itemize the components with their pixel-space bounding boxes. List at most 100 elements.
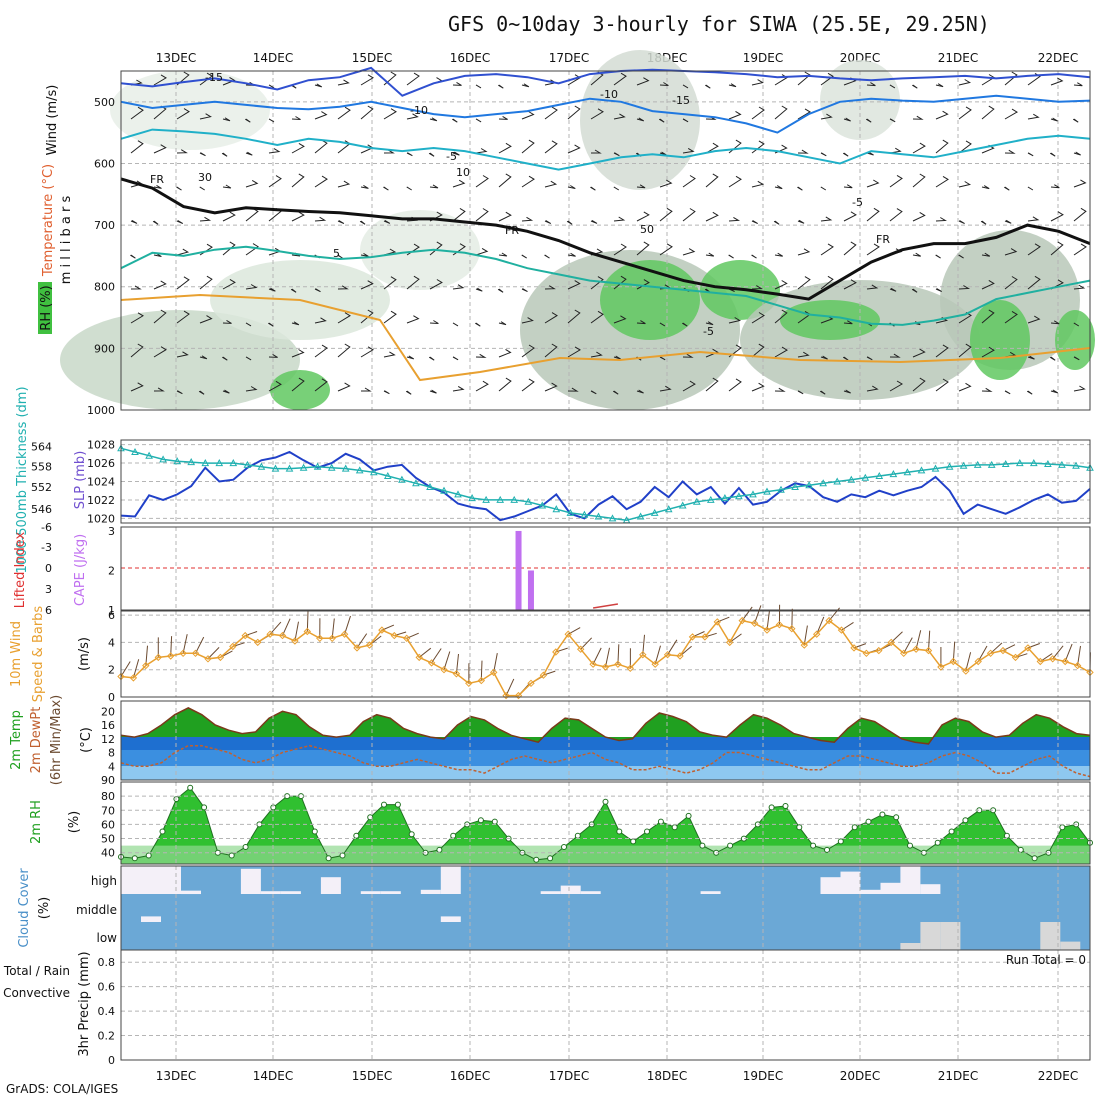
- wind-barb: [176, 351, 189, 358]
- date-label-bottom: 21DEC: [938, 1069, 978, 1083]
- rh-shading-13: [270, 370, 330, 410]
- temp2m-axis-label: 2m Temp: [9, 710, 24, 770]
- rh-marker: [547, 855, 554, 862]
- thickness-marker: [678, 501, 687, 509]
- wind-barb: [820, 243, 834, 256]
- wind-speed-marker: [1024, 644, 1032, 652]
- wind-barb: [820, 275, 834, 290]
- wind-speed-marker: [974, 657, 982, 666]
- wind-barb: [1027, 152, 1034, 157]
- temperature-axis-label: Temperature (°C): [41, 164, 56, 277]
- wind-speed-marker: [477, 676, 486, 685]
- cloud-low-bar: [920, 922, 941, 950]
- wind-barb: [498, 348, 512, 358]
- wind-speed-marker: [1036, 657, 1045, 666]
- wind-barb: [843, 320, 853, 325]
- wind-barb: [199, 152, 206, 157]
- wind-speed-marker: [204, 655, 212, 663]
- temp-tick-label: 20: [101, 705, 115, 718]
- thickness-marker: [791, 482, 799, 490]
- wind-10m-barb: [903, 637, 913, 654]
- wind-barb: [566, 220, 573, 225]
- series-dewpt: [120, 744, 1091, 778]
- wind-barb: [981, 252, 991, 257]
- thickness-marker: [215, 459, 224, 467]
- rh-marker: [962, 817, 969, 824]
- wind-barb: [958, 343, 972, 358]
- wind-barb: [521, 175, 535, 188]
- wind-speed-marker: [763, 626, 771, 634]
- date-label-bottom: 14DEC: [253, 1069, 293, 1083]
- wind-barb: [912, 115, 924, 120]
- thickness-marker: [1072, 461, 1080, 469]
- minmax-axis-label: (6hr Min/Max): [49, 695, 64, 785]
- rh-marker: [145, 852, 152, 859]
- wind-barb: [452, 207, 466, 222]
- wind-barb: [291, 321, 300, 326]
- wind-barb: [475, 380, 489, 392]
- thickness-marker: [229, 459, 238, 467]
- rh-marker: [533, 856, 540, 863]
- precip-axis-label: 3hr Precip (mm): [77, 951, 92, 1056]
- wind-barb: [198, 390, 205, 395]
- thickness-marker: [468, 494, 476, 502]
- thickness-marker: [341, 464, 350, 472]
- cloud-high-bar: [240, 868, 261, 894]
- wind-barb: [682, 208, 696, 222]
- wind-speed-marker: [427, 659, 436, 667]
- wind-barb: [428, 356, 435, 361]
- wind-barb: [797, 390, 804, 395]
- rh-marker: [574, 832, 581, 839]
- rh-marker: [824, 846, 830, 853]
- wind-barb: [544, 254, 550, 259]
- thickness-marker: [945, 462, 954, 470]
- wind-barb: [728, 254, 734, 259]
- wind-barb: [590, 390, 597, 395]
- wind-speed-marker: [402, 634, 411, 643]
- wind-barb: [774, 309, 788, 324]
- cloud-low-bar: [900, 943, 921, 950]
- wind-speed-marker: [775, 620, 784, 629]
- wind-barb: [383, 186, 389, 191]
- wind-barb: [153, 387, 165, 392]
- rh-marker: [325, 855, 332, 862]
- wind-barb: [911, 288, 918, 293]
- wind-barb: [590, 351, 603, 358]
- cloud-level-label: low: [97, 931, 118, 945]
- precip-tick-label: 0.6: [98, 981, 116, 994]
- rh-shading-9: [1055, 310, 1095, 370]
- rh-marker: [865, 818, 872, 825]
- isotherm--15: [120, 66, 1091, 97]
- wind-barb: [521, 111, 535, 120]
- slp-tick-label: 1026: [87, 457, 115, 470]
- wind-barb: [130, 312, 144, 324]
- wind-barb: [130, 343, 144, 358]
- wind-barb: [406, 315, 420, 324]
- wind-speed-marker: [825, 616, 833, 625]
- wind-barb: [452, 81, 462, 86]
- wind-barb: [1027, 113, 1040, 120]
- wind-barb: [912, 377, 926, 392]
- wind-barb: [130, 219, 138, 224]
- wind-speed-marker: [589, 660, 597, 668]
- wind-speed-marker: [390, 631, 399, 640]
- wind-barb: [1073, 82, 1083, 87]
- thickness-marker: [201, 459, 210, 467]
- wind-barb: [130, 106, 144, 120]
- thickness-marker: [664, 505, 673, 513]
- wind-barb: [361, 387, 372, 392]
- wind-barb: [1049, 152, 1056, 157]
- wind-speed-marker: [875, 646, 883, 655]
- wind-barb: [843, 279, 857, 290]
- wind-barb: [728, 216, 741, 222]
- cloud-high-bar: [260, 891, 281, 894]
- temp-tick-label: 8: [108, 747, 115, 760]
- thickness-marker: [131, 447, 139, 455]
- wind-barb: [1073, 322, 1080, 327]
- rh-marker: [1059, 824, 1066, 831]
- wind-barb: [659, 82, 669, 86]
- thickness-marker: [608, 514, 617, 522]
- wind-speed-marker: [614, 660, 622, 668]
- wind-speed-marker: [129, 674, 138, 682]
- wind-barb: [452, 284, 465, 290]
